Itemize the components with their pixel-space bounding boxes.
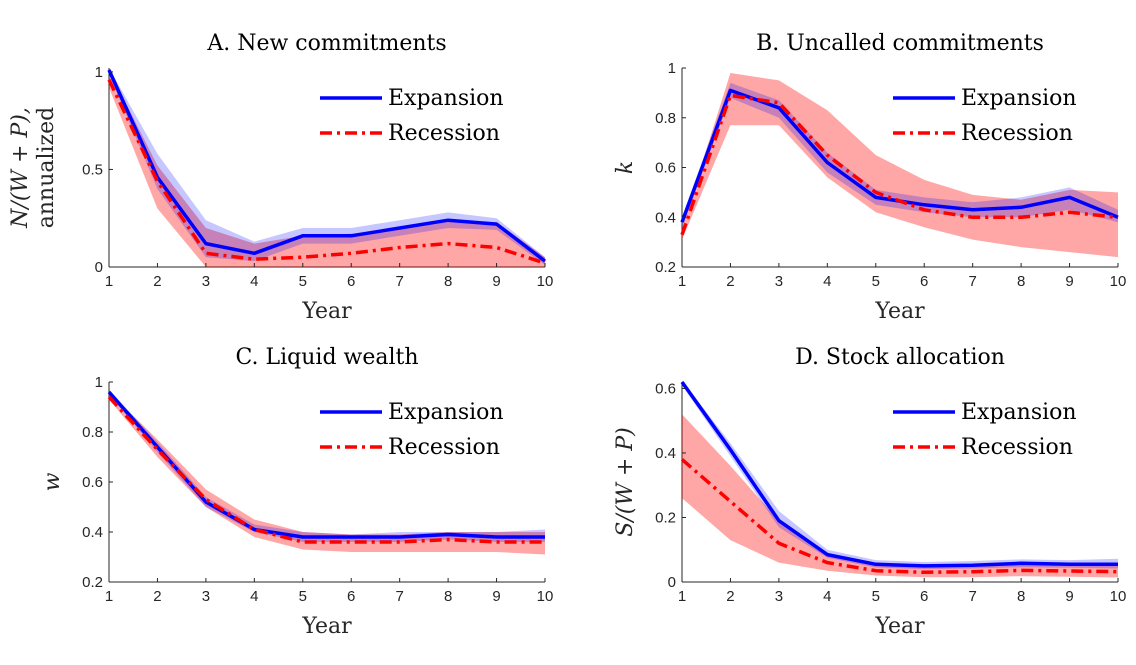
panel-b-y-tick-label: 0.8 [655, 110, 676, 127]
panel-a-expansion-band [109, 68, 545, 265]
panel-b-x-tick-label: 9 [1065, 273, 1073, 290]
panel-d-x-tick-label: 1 [678, 588, 686, 605]
panel-b-x-tick-label: 10 [1110, 273, 1127, 290]
panel-a-x-tick-label: 9 [492, 273, 500, 290]
panel-a-x-tick-label: 2 [153, 273, 161, 290]
panel-d-recession-line [680, 458, 1119, 575]
panel-a-x-tick-label: 6 [347, 273, 355, 290]
panel-c-y-tick-label: 0.4 [82, 524, 103, 541]
panel-b-ylabel: k [613, 161, 638, 174]
panel-c-y-tick-label: 1 [95, 374, 103, 391]
panel-c-x-tick-label: 1 [105, 588, 113, 605]
panel-c-x-tick-label: 7 [395, 588, 403, 605]
panel-c-x-tick-label: 4 [250, 588, 258, 605]
panel-c-x-tick-label: 3 [202, 588, 210, 605]
panel-a-legend-label-expansion: Expansion [388, 86, 504, 111]
panel-d-x-tick-label: 9 [1065, 588, 1073, 605]
panel-a-x-tick-label: 4 [250, 273, 258, 290]
panel-b-x-tick-label: 3 [775, 273, 783, 290]
panel-a-title: A. New commitments [206, 31, 446, 56]
panel-c-x-tick-label: 6 [347, 588, 355, 605]
panel-d-legend-label-recession: Recession [961, 435, 1073, 460]
panel-c-x-tick-label: 10 [537, 588, 554, 605]
panel-d-title: D. Stock allocation [795, 345, 1005, 370]
panel-b-x-tick-label: 6 [920, 273, 928, 290]
panel-d-legend-label-expansion: Expansion [961, 400, 1077, 425]
panel-d-x-tick-label: 8 [1017, 588, 1025, 605]
panel-d-x-tick-label: 6 [920, 588, 928, 605]
panel-c-legend-label-recession: Recession [388, 435, 500, 460]
panel-c-legend-label-expansion: Expansion [388, 400, 504, 425]
panel-b-y-tick-label: 0.4 [655, 209, 676, 226]
panel-a-x-tick-label: 5 [299, 273, 307, 290]
panel-d-y-tick-label: 0 [668, 574, 676, 591]
panel-d-y-tick-label: 0.2 [655, 509, 676, 526]
panel-b-x-tick-label: 8 [1017, 273, 1025, 290]
panel-b-x-tick-label: 2 [726, 273, 734, 290]
panel-c-x-tick-label: 5 [299, 588, 307, 605]
panel-d-ylabel: S/(W + P) [613, 427, 638, 536]
panel-b-legend-label-recession: Recession [961, 121, 1073, 146]
panel-d-x-tick-label: 3 [775, 588, 783, 605]
panel-d-x-tick-label: 5 [872, 588, 880, 605]
panel-b-xlabel: Year [874, 299, 925, 324]
panel-d-x-tick-label: 7 [968, 588, 976, 605]
panel-d-expansion-line [680, 380, 1118, 568]
panel-c-title: C. Liquid wealth [235, 345, 418, 370]
panel-c-x-tick-label: 8 [444, 588, 452, 605]
panel-b-x-tick-label: 1 [678, 273, 686, 290]
panel-a-recession-line [107, 78, 546, 265]
panel-c-ylabel: w [40, 472, 65, 491]
panel-a-xlabel: Year [301, 299, 352, 324]
panel-a-recession-band [109, 70, 545, 267]
panel-b-y-tick-label: 1 [668, 60, 676, 77]
panel-d-expansion-band [682, 380, 1118, 570]
panel-a-y-tick-label: 0.5 [82, 161, 103, 178]
panel-c-y-tick-label: 0.8 [82, 424, 103, 441]
panel-c: 1 2 3 4 5 6 7 8 9 10 0.2 0.4 0.6 0.8 1 C. Liquid wealth… [40, 345, 553, 639]
panel-b-y-tick-label: 0.6 [655, 160, 676, 177]
panel-d: 1 2 3 4 5 6 7 8 9 10 0 0.2 0.4 0.6 D. Stock allocation… [613, 345, 1126, 639]
panel-c-y-tick-label: 0.6 [82, 474, 103, 491]
panel-d-recession-band [682, 414, 1118, 578]
panel-c-recession-band [109, 392, 545, 555]
panel-d-xlabel: Year [874, 614, 925, 639]
panel-b-recession-line [680, 93, 1119, 236]
panel-b-y-tick-label: 0.2 [655, 259, 676, 276]
panel-d-x-tick-label: 4 [823, 588, 831, 605]
panel-b-x-tick-label: 7 [968, 273, 976, 290]
panel-a-x-tick-label: 7 [395, 273, 403, 290]
panel-a-x-tick-label: 3 [202, 273, 210, 290]
panel-a-ylabel-line-1: N/(W + P), [8, 107, 33, 229]
panel-b-title: B. Uncalled commitments [756, 31, 1044, 56]
panel-a-legend-label-recession: Recession [388, 121, 500, 146]
panel-c-y-tick-label: 0.2 [82, 574, 103, 591]
panel-a-y-tick-label: 1 [95, 64, 103, 81]
panel-b-x-tick-label: 5 [872, 273, 880, 290]
panel-d-x-tick-label: 10 [1110, 588, 1127, 605]
panel-c-x-tick-label: 2 [153, 588, 161, 605]
panel-a-x-tick-label: 1 [105, 273, 113, 290]
panel-c-x-tick-label: 9 [492, 588, 500, 605]
panel-b-legend-label-expansion: Expansion [961, 86, 1077, 111]
panel-a-ylabel-line-2: annualized [34, 107, 59, 229]
panel-d-y-tick-label: 0.6 [655, 380, 676, 397]
panel-d-y-tick-label: 0.4 [655, 445, 676, 462]
panel-b: 1 2 3 4 5 6 7 8 9 10 0.2 0.4 0.6 0.8 1 B. Uncalled comm… [613, 31, 1126, 324]
panel-a-x-tick-label: 10 [537, 273, 554, 290]
panel-a: 1 2 3 4 5 6 7 8 9 10 0 0.5 1 A. New commitments Year N/… [8, 31, 553, 324]
panel-a-x-tick-label: 8 [444, 273, 452, 290]
panel-b-x-tick-label: 4 [823, 273, 831, 290]
panel-c-recession-line [107, 395, 545, 544]
panel-a-y-tick-label: 0 [95, 259, 103, 276]
panel-a-expansion-line [107, 69, 547, 263]
panel-d-x-tick-label: 2 [726, 588, 734, 605]
panel-c-xlabel: Year [301, 614, 352, 639]
